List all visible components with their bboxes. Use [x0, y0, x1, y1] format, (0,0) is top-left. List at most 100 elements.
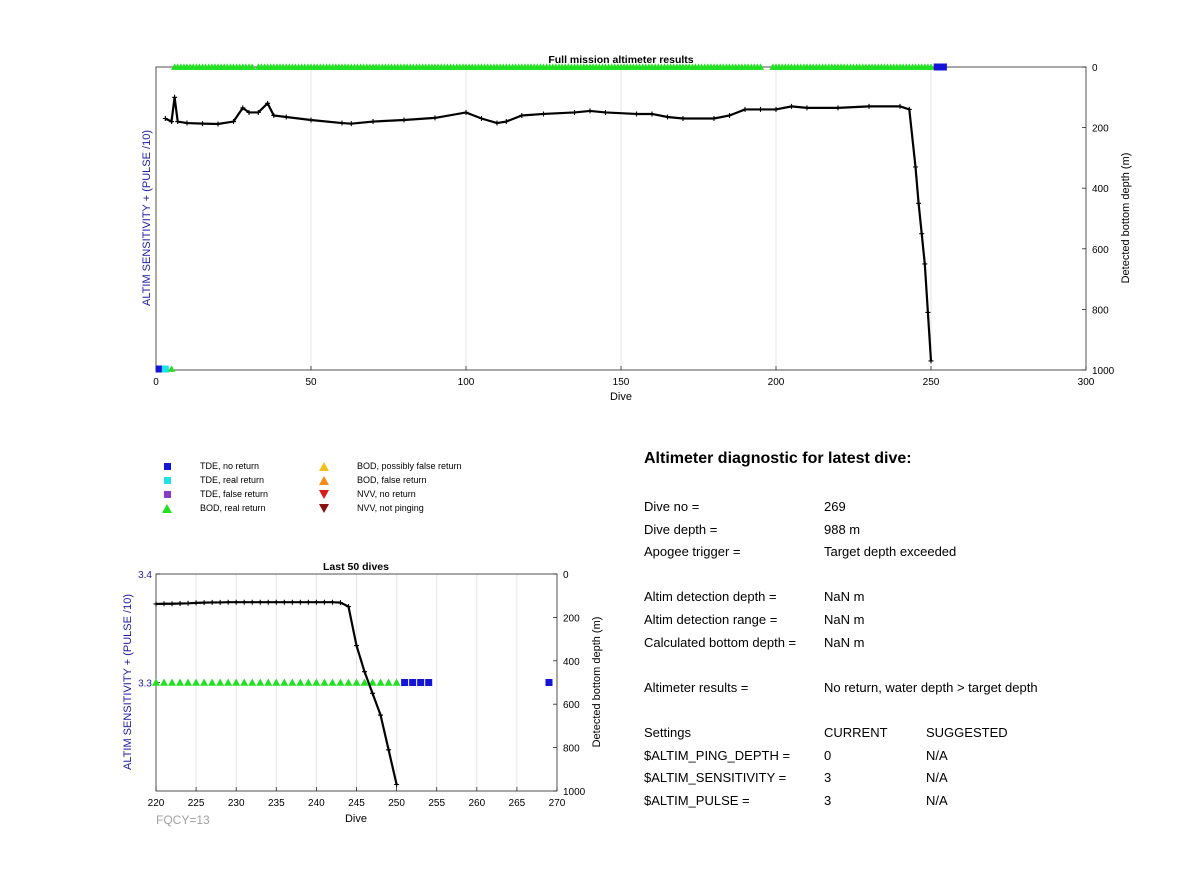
top-x-tick-label: 100 [458, 377, 475, 388]
settings-label: Settings [644, 724, 691, 740]
top-bottom-depth-point [175, 119, 181, 125]
suggested-header: SUGGESTED [926, 724, 1008, 740]
bottom-bod-real-return-marker [280, 678, 289, 686]
top-markers [155, 63, 947, 373]
bottom-bottom-depth-point [257, 599, 263, 605]
settings-header-row: Settings CURRENT SUGGESTED [644, 722, 1164, 745]
altim-detection-depth-value: NaN m [824, 589, 865, 605]
top-bottom-depth-point [265, 100, 271, 106]
bottom-bod-real-return-marker [232, 678, 241, 686]
bottom-bottom-depth-point [193, 600, 199, 606]
legend-label: NVV, no return [357, 489, 416, 499]
apogee-trigger-value: Target depth exceeded [824, 544, 957, 560]
bottom-bottom-depth-point [345, 604, 351, 610]
bottom-x-tick-label: 260 [468, 798, 485, 809]
top-y-tick-label: 200 [1092, 124, 1109, 135]
legend-label: TDE, real return [200, 475, 265, 485]
top-y-tick-label: 800 [1092, 305, 1109, 316]
top-bottom-depth-point [231, 119, 236, 125]
dive-depth-value: 988 m [824, 521, 861, 537]
bottom-bottom-depth-point [241, 599, 247, 605]
top-bottom-depth-point [913, 164, 918, 170]
bottom-bod-real-return-marker [344, 678, 353, 686]
bottom-bod-real-return-marker [328, 678, 337, 686]
bottom-bod-real-return-marker [320, 678, 329, 686]
bottom-bod-real-return-marker [160, 678, 169, 686]
bottom-left-y-tick-label: 3.4 [138, 570, 152, 581]
ping-depth-current: 0 [824, 747, 832, 763]
bottom-bod-real-return-marker [352, 678, 361, 686]
bottom-bod-real-return-marker [200, 678, 209, 686]
bottom-bottom-depth-point [265, 599, 271, 605]
top-bottom-depth-point [906, 106, 912, 112]
bottom-bod-real-return-marker [392, 678, 401, 686]
bottom-left-y-axis-label: ALTIM SENSITIVITY + (PULSE /10) [122, 594, 134, 770]
bottom-bottom-depth-point [370, 690, 376, 696]
top-x-tick-label: 50 [305, 377, 317, 388]
altimeter-diagnostic-panel: Altimeter diagnostic for latest dive: Di… [644, 450, 1164, 812]
bottom-bottom-depth-point [177, 601, 183, 607]
bottom-bottom-depth-point [169, 601, 175, 607]
dive-no-label: Dive no = [644, 499, 700, 514]
top-y-axis-ticks: 0 200 400 600 800 1000 [1082, 63, 1115, 377]
top-right-y-axis-label: Detected bottom depth (m) [1120, 153, 1132, 284]
fqcy-label: FQCY=13 [156, 813, 210, 827]
top-bottom-depth-line [164, 97, 933, 361]
bottom-bod-real-return-marker [208, 678, 217, 686]
top-bottom-depth-point [680, 116, 686, 122]
diagnostic-title: Altimeter diagnostic for latest dive: [644, 450, 912, 467]
altim-detection-depth-label: Altim detection depth = [644, 589, 777, 605]
marker-legend: TDE, no return TDE, real return TDE, fal… [160, 460, 520, 520]
bottom-bottom-depth-point [394, 781, 400, 787]
bottom-x-tick-label: 265 [509, 798, 526, 809]
top-bottom-depth-point [283, 114, 289, 120]
bottom-bod-real-return-marker [296, 678, 305, 686]
bottom-bottom-depth-point [209, 599, 215, 605]
top-bottom-depth-point [665, 114, 670, 120]
current-header: CURRENT [824, 724, 888, 740]
dive-no-row: Dive no = 269 [644, 496, 1164, 519]
top-y-tick-label: 0 [1092, 63, 1098, 74]
triangle-down-icon [319, 490, 329, 499]
bottom-left-y-tick-label: 3.3 [138, 679, 152, 690]
bottom-x-tick-label: 235 [268, 798, 285, 809]
sensitivity-row: $ALTIM_SENSITIVITY = 3 N/A [644, 767, 1164, 790]
top-bod-real-return-marker [927, 63, 935, 70]
legend-label: TDE, false return [200, 489, 269, 499]
bottom-x-tick-label: 255 [428, 798, 445, 809]
bottom-bod-real-return-marker [256, 678, 265, 686]
bottom-bottom-depth-point [185, 600, 191, 606]
legend-label: BOD, real return [200, 503, 266, 513]
top-bottom-depth-point [866, 103, 872, 109]
legend-label: BOD, false return [357, 475, 427, 485]
bottom-right-y-tick-label: 200 [563, 613, 580, 624]
bottom-tde-no-return-marker [401, 679, 409, 686]
square-icon [164, 491, 171, 498]
top-bottom-depth-point [246, 109, 252, 115]
triangle-up-icon [319, 462, 329, 471]
top-bottom-depth-point [215, 121, 221, 127]
bottom-bottom-depth-point [313, 599, 319, 605]
bottom-bod-real-return-marker [152, 678, 160, 686]
top-bottom-depth-point [401, 117, 407, 123]
triangle-up-icon [319, 476, 329, 485]
bottom-x-tick-label: 225 [188, 798, 205, 809]
top-bottom-depth-point [922, 261, 928, 267]
top-bottom-depth-point [169, 119, 174, 125]
top-x-tick-label: 200 [768, 377, 785, 388]
bottom-right-y-tick-label: 600 [563, 700, 580, 711]
bottom-bottom-depth-point [201, 600, 207, 606]
bottom-tde-no-return-marker [545, 679, 553, 686]
top-bod-real-return-marker [756, 63, 765, 70]
top-y-tick-label: 1000 [1092, 366, 1115, 377]
top-bottom-depth-point [240, 105, 246, 111]
sensitivity-label: $ALTIM_SENSITIVITY = [644, 770, 787, 786]
top-bottom-depth-point [541, 111, 546, 117]
bottom-bod-real-return-marker [360, 678, 369, 686]
bottom-bod-real-return-marker [384, 678, 393, 686]
bottom-bod-real-return-marker [224, 678, 233, 686]
top-bottom-depth-point [919, 231, 925, 237]
bottom-x-tick-label: 270 [549, 798, 566, 809]
bottom-bottom-depth-point [225, 599, 231, 605]
top-y-tick-label: 600 [1092, 245, 1109, 256]
